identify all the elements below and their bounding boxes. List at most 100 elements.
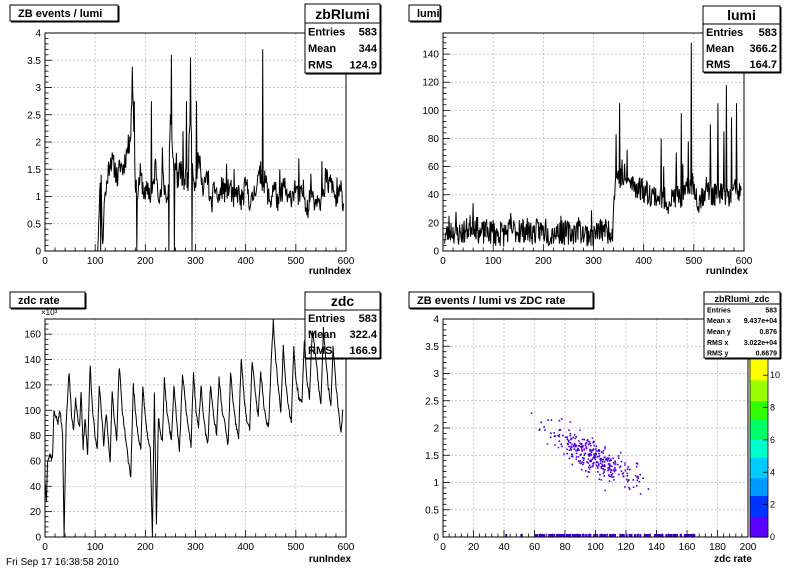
heatmap-cell xyxy=(597,450,599,452)
heatmap-cell xyxy=(578,462,581,464)
heatmap-cell xyxy=(593,456,596,459)
y-axis-exponent: ×10³ xyxy=(41,308,58,317)
heatmap-cell-zero xyxy=(609,534,611,537)
heatmap-cell xyxy=(612,476,615,478)
heatmap-cell xyxy=(592,441,595,444)
heatmap-cell xyxy=(592,457,595,459)
heatmap-cell xyxy=(603,465,605,468)
heatmap-cell xyxy=(589,453,592,455)
y-tick-label: 60 xyxy=(428,162,440,173)
heatmap-cell xyxy=(598,450,601,452)
x-tick-label: 600 xyxy=(338,542,355,553)
x-ticks-top-right xyxy=(442,244,745,251)
heatmap-cell xyxy=(571,443,573,446)
heatmap-cell xyxy=(613,462,615,465)
heatmap-cell xyxy=(588,441,591,443)
heatmap-cell xyxy=(592,462,594,465)
palette-band xyxy=(750,477,768,482)
heatmap-cell xyxy=(583,453,586,456)
heatmap-cell xyxy=(573,444,576,446)
heatmap-cell xyxy=(636,479,639,482)
heatmap-cell xyxy=(624,469,627,472)
heatmap-cell-zero xyxy=(689,534,691,537)
y-tick-label: 3 xyxy=(433,369,439,380)
heatmap-cell xyxy=(620,460,623,463)
heatmap-cell-zero xyxy=(572,534,574,537)
heatmap-cell xyxy=(579,454,582,457)
heatmap-cell xyxy=(567,441,570,443)
heatmap-cell xyxy=(612,457,615,460)
heatmap-cell-zero xyxy=(579,534,582,537)
heatmap-cell xyxy=(603,471,606,473)
heatmap-cell-zero xyxy=(613,534,616,537)
heatmap-cell xyxy=(574,445,577,448)
heatmap-cell xyxy=(581,448,583,451)
heatmap-cell-zero xyxy=(549,534,552,537)
x-tick-label: 180 xyxy=(709,542,726,553)
heatmap-cell xyxy=(614,468,616,470)
heatmap-cell xyxy=(574,437,577,440)
heatmap-cell xyxy=(614,460,616,462)
timestamp-footer: Fri Sep 17 16:38:58 2010 xyxy=(6,557,119,568)
heatmap-cell-zero xyxy=(691,534,694,537)
heatmap-cell-zero xyxy=(661,534,664,537)
heatmap-cell xyxy=(601,463,603,466)
x-tick-label: 600 xyxy=(338,256,355,267)
heatmap-cell xyxy=(610,474,613,476)
heatmap-cell xyxy=(586,439,588,442)
y-tick-label: 80 xyxy=(30,431,42,442)
heatmap-cell xyxy=(612,469,615,471)
heatmap-cell xyxy=(568,429,570,431)
heatmap-cell-zero xyxy=(569,534,571,537)
heatmap-cell-zero xyxy=(687,534,690,537)
x-tick-label: 80 xyxy=(559,542,571,553)
heatmap-cell xyxy=(595,452,597,455)
y-tick-label: 1.5 xyxy=(27,165,41,176)
x-ticks-bottom-right xyxy=(442,530,749,537)
x-tick-label: 400 xyxy=(237,542,254,553)
heatmap-cell xyxy=(637,475,639,478)
heatmap-cell xyxy=(635,465,638,468)
heatmap-cell-zero xyxy=(601,534,604,537)
heatmap-cell xyxy=(615,469,617,471)
heatmap-cell xyxy=(591,437,594,439)
palette-band xyxy=(750,525,768,529)
heatmap-cell xyxy=(589,442,592,445)
stats-row-value: 583 xyxy=(359,26,377,38)
palette-band xyxy=(750,534,768,538)
x-tick-label: 120 xyxy=(618,542,635,553)
heatmap-cell xyxy=(636,485,638,487)
heatmap-cell xyxy=(587,462,589,464)
palette-band xyxy=(750,436,768,440)
palette-band xyxy=(750,504,768,508)
heatmap-cell xyxy=(570,449,573,451)
heatmap-cell xyxy=(600,451,603,454)
heatmap-cell xyxy=(573,433,576,436)
heatmap-cell xyxy=(603,456,606,459)
heatmap-cell xyxy=(591,458,594,460)
palette-tick-label: 2 xyxy=(770,500,775,510)
heatmap-cell-zero xyxy=(599,534,602,537)
x-tick-label: 500 xyxy=(287,256,304,267)
palette-band xyxy=(750,480,768,485)
heatmap-cell xyxy=(583,448,586,450)
heatmap-cell-zero xyxy=(665,534,668,537)
stats-row-value: 0.6679 xyxy=(756,351,778,358)
heatmap-cell xyxy=(591,465,594,468)
heatmap-cell-zero xyxy=(675,534,678,537)
heatmap-cell xyxy=(581,461,583,463)
y-tick-label: 0 xyxy=(35,533,41,544)
y-tick-label: 100 xyxy=(422,106,439,117)
heatmap-cell xyxy=(584,452,587,455)
heatmap-cell xyxy=(582,457,584,459)
stats-row-value: 9.437e+04 xyxy=(744,318,777,325)
palette-band xyxy=(750,367,768,372)
x-tick-label: 20 xyxy=(468,542,480,553)
heatmap-cell xyxy=(613,470,616,473)
palette-band xyxy=(750,453,768,458)
palette-band xyxy=(750,474,768,479)
palette-band xyxy=(750,465,768,470)
heatmap-cell xyxy=(553,435,556,438)
heatmap-cell xyxy=(604,447,606,450)
stats-row-label: Mean x xyxy=(707,318,731,325)
